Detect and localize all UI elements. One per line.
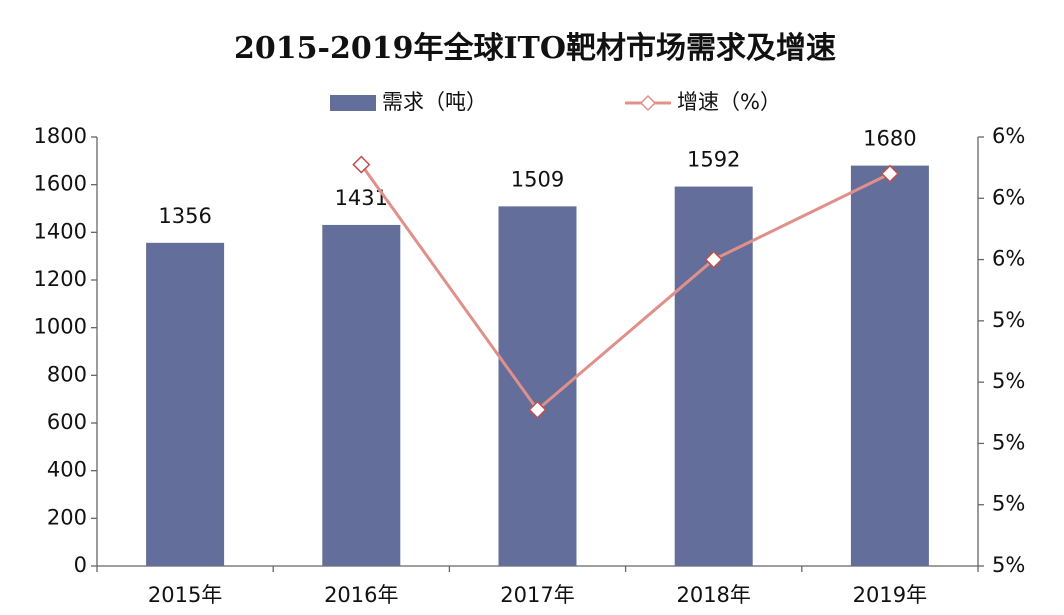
x-tick-label: 2017年: [500, 583, 574, 607]
y-tick-label: 0: [74, 553, 87, 577]
data-label: 1509: [511, 167, 564, 191]
line-marker: [704, 250, 723, 269]
x-tick-label: 2016年: [324, 583, 398, 607]
legend-marker: [639, 94, 657, 112]
line: [360, 163, 891, 412]
data-label: 1356: [158, 204, 211, 228]
y2-tick-label: 5%: [992, 492, 1025, 516]
x-tick-label: 2018年: [676, 583, 750, 607]
y-tick-label: 1200: [34, 267, 87, 291]
data-label: 1680: [863, 127, 916, 151]
y2-tick-label: 6%: [992, 185, 1025, 209]
x-tick-label: 2015年: [148, 583, 222, 607]
y-tick-label: 1000: [34, 315, 87, 339]
y-tick-label: 600: [47, 410, 87, 434]
legend-label: 需求（吨）: [382, 90, 487, 114]
legend-label: 增速（%）: [677, 90, 781, 114]
y2-tick-label: 5%: [992, 369, 1025, 393]
bar: [674, 186, 753, 566]
y2-tick-label: 5%: [992, 553, 1025, 577]
y-tick-label: 400: [47, 458, 87, 482]
y-tick-label: 200: [47, 505, 87, 529]
y2-tick-label: 6%: [992, 124, 1025, 148]
y2-tick-label: 5%: [992, 430, 1025, 454]
y-tick-label: 1600: [34, 172, 87, 196]
bar: [322, 224, 401, 566]
bar: [146, 242, 225, 566]
y2-tick-label: 5%: [992, 308, 1025, 332]
y-tick-label: 800: [47, 362, 87, 386]
bar: [850, 165, 929, 566]
x-tick-label: 2019年: [853, 583, 927, 607]
y-tick-label: 1400: [34, 219, 87, 243]
legend-swatch: [330, 95, 376, 111]
line-marker: [528, 400, 547, 419]
y2-tick-label: 6%: [992, 247, 1025, 271]
chart-title: 2015-2019年全球ITO靶材市场需求及增速: [234, 31, 836, 66]
y-tick-label: 1800: [34, 124, 87, 148]
line-marker: [880, 164, 899, 183]
data-label: 1592: [687, 148, 740, 172]
line-marker: [352, 155, 371, 174]
